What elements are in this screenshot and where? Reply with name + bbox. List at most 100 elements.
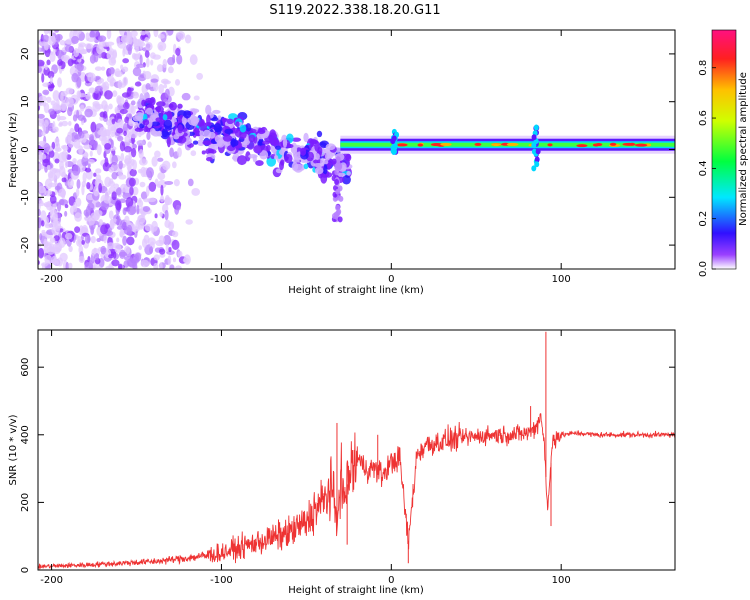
- spectral-blob: [126, 86, 132, 97]
- spectral-blob: [175, 204, 181, 211]
- spectral-blob: [132, 92, 140, 99]
- spectral-blob: [155, 117, 163, 123]
- spectral-blob: [337, 216, 343, 223]
- spectral-blob: [163, 119, 173, 129]
- carrier-peak: [595, 143, 603, 147]
- spectral-blob: [122, 66, 129, 73]
- spectral-blob: [98, 183, 103, 194]
- spectral-blob: [41, 73, 45, 83]
- snr-y-tick-label: 200: [20, 493, 31, 512]
- colorbar-ticks: 0.0 0.2 0.4 0.6 0.8: [698, 60, 716, 277]
- spectral-blob: [117, 263, 123, 269]
- spectral-blob: [111, 259, 120, 267]
- spectral-blob: [334, 169, 340, 176]
- spectral-blob: [58, 198, 65, 206]
- spectral-blob: [118, 174, 127, 180]
- spectral-blob: [119, 140, 126, 152]
- spectral-blob: [177, 103, 183, 109]
- spectral-blob: [158, 83, 164, 94]
- snr-marks: [38, 331, 675, 570]
- spectral-blob: [213, 123, 222, 133]
- spectral-blob: [46, 59, 51, 66]
- spectral-blob: [149, 96, 156, 106]
- spectral-blob: [205, 156, 213, 162]
- spectral-blob: [42, 34, 50, 43]
- spectral-blob: [56, 114, 61, 122]
- carrier-peak: [622, 142, 636, 146]
- colorbar-gradient: [711, 29, 737, 270]
- spectral-blob: [169, 264, 175, 269]
- spectral-blob: [314, 166, 324, 175]
- snr-x-tick-label: 100: [552, 575, 571, 586]
- spectral-blob: [49, 237, 56, 244]
- spectral-blob: [147, 141, 152, 148]
- spectral-blob: [55, 98, 60, 109]
- spectral-blob: [76, 238, 83, 247]
- spectral-blob: [49, 195, 57, 204]
- spectral-blob: [38, 208, 41, 217]
- spectral-blob: [145, 107, 153, 115]
- spectral-blob: [100, 66, 106, 71]
- spectral-blob: [71, 35, 79, 45]
- spectral-blob: [59, 40, 66, 46]
- spectral-blob: [136, 139, 145, 146]
- spectral-blob: [115, 187, 122, 196]
- spectral-blob: [108, 103, 113, 110]
- snr-y-tick-label: 0: [20, 567, 31, 573]
- spectral-blob: [158, 235, 165, 245]
- spectral-blob: [93, 53, 99, 63]
- spectral-blob: [134, 127, 144, 132]
- spectral-blob: [162, 80, 171, 85]
- spectral-blob: [136, 204, 140, 215]
- spectral-blob: [111, 191, 117, 201]
- spectral-blob: [300, 147, 307, 156]
- spectral-blob: [325, 143, 336, 151]
- spectral-blob: [114, 70, 123, 78]
- spectral-blob: [46, 164, 51, 170]
- carrier-peak: [491, 143, 502, 147]
- spectral-blob: [104, 190, 111, 196]
- spectral-blob: [239, 129, 247, 139]
- spectral-blob: [97, 35, 107, 42]
- spectral-blob: [83, 151, 89, 159]
- spectral-blob: [49, 51, 56, 62]
- spectral-blob: [181, 92, 191, 101]
- spectral-blob: [166, 250, 175, 255]
- spectral-blob: [110, 132, 115, 138]
- spectral-blob: [38, 182, 41, 192]
- spectral-blob: [38, 118, 44, 124]
- spectral-blob: [94, 85, 103, 92]
- spectral-blob: [105, 265, 115, 269]
- spectral-blob: [132, 37, 137, 44]
- spectral-blob: [346, 171, 351, 176]
- spectral-blob: [61, 150, 68, 161]
- spectral-blob: [106, 30, 112, 40]
- snr-x-ticks: -200 -100 0 100: [40, 330, 571, 586]
- snr-x-tick-label: -100: [210, 575, 233, 586]
- spectral-blob: [117, 135, 124, 142]
- spectral-blob: [145, 82, 151, 90]
- spectral-blob: [146, 57, 150, 68]
- spectral-blob: [176, 31, 186, 41]
- spectral-blob: [124, 135, 131, 143]
- spectral-blob: [64, 45, 74, 53]
- spectral-blob: [84, 234, 91, 244]
- spectral-blob: [61, 120, 69, 127]
- spectral-blob: [161, 160, 171, 171]
- spectral-blob: [132, 143, 138, 149]
- spectral-blob: [124, 215, 130, 223]
- spectral-blob: [142, 205, 151, 212]
- spectral-blob: [44, 178, 53, 190]
- spectral-blob: [53, 48, 57, 53]
- spectral-blob: [126, 224, 133, 236]
- spectral-blob: [93, 185, 100, 197]
- spectral-blob: [146, 131, 151, 141]
- spectral-blob: [144, 50, 150, 58]
- spectral-blob: [139, 181, 146, 188]
- spectral-blob: [177, 124, 183, 134]
- spectral-blob: [172, 257, 177, 263]
- spectral-blob: [115, 200, 122, 211]
- spectral-blob: [116, 36, 121, 47]
- spectral-blob: [153, 30, 159, 38]
- spectral-blob: [235, 121, 240, 128]
